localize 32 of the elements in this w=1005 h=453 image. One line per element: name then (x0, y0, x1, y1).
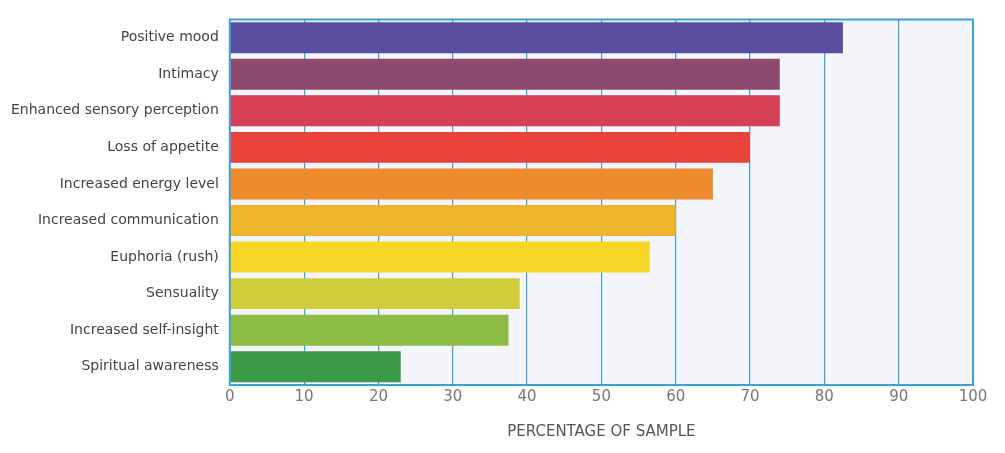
bar (230, 22, 843, 54)
bar (230, 131, 751, 163)
y-tick-label: Spiritual awareness (81, 357, 219, 374)
y-tick-label: Loss of appetite (107, 138, 219, 154)
y-tick-label: Intimacy (158, 64, 219, 81)
x-tick-label: 90 (889, 386, 909, 405)
y-tick-label: Enhanced sensory perception (10, 101, 219, 118)
bar (230, 58, 780, 90)
bar (230, 314, 509, 346)
bar (230, 241, 650, 273)
y-tick-label: Euphoria (rush) (110, 247, 219, 264)
bar (230, 351, 401, 383)
y-tick-label: Increased energy level (59, 174, 219, 191)
bar (230, 278, 520, 310)
y-tick-label: Sensuality (146, 284, 219, 301)
y-tick-label: Increased communication (37, 211, 219, 228)
x-tick-label: 60 (666, 386, 686, 405)
bar (230, 205, 676, 236)
x-axis-title: PERCENTAGE OF SAMPLE (507, 421, 696, 440)
x-tick-label: 50 (591, 386, 611, 405)
x-tick-label: 10 (294, 386, 314, 405)
y-tick-label: Increased self-insight (69, 320, 220, 337)
y-tick-label: Positive mood (120, 28, 219, 45)
x-tick-label: 40 (517, 386, 537, 405)
x-tick-label: 80 (814, 386, 834, 405)
x-tick-label: 70 (740, 386, 760, 405)
bar (230, 168, 713, 200)
x-tick-label: 30 (443, 386, 463, 405)
bar (230, 95, 780, 127)
x-tick-label: 20 (368, 386, 388, 405)
x-tick-label: 100 (958, 386, 988, 405)
x-tick-label: 0 (225, 386, 235, 405)
